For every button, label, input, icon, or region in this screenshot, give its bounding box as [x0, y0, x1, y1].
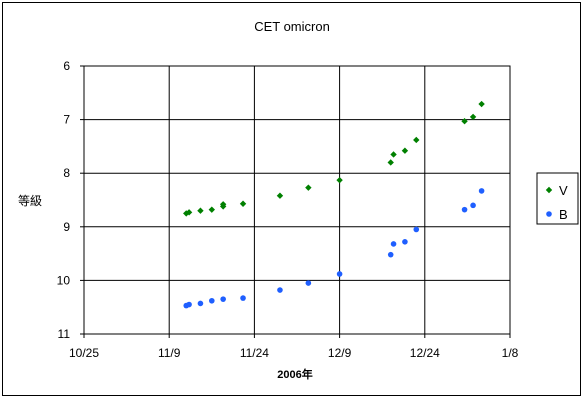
- point-b-13: [461, 206, 468, 213]
- point-v-3: [208, 206, 215, 213]
- x-tick-label: 11/9: [158, 346, 181, 360]
- point-v-7: [276, 192, 284, 199]
- legend: VB: [536, 172, 579, 225]
- point-v-12: [401, 147, 409, 154]
- point-v-6: [239, 200, 247, 207]
- legend-label-v: V: [559, 183, 568, 198]
- y-tick-label: 6: [63, 59, 70, 73]
- point-b-9: [387, 251, 394, 258]
- point-b-11: [402, 239, 408, 245]
- x-tick-label: 12/24: [410, 346, 440, 360]
- point-v-15: [469, 113, 477, 121]
- point-v-11: [390, 151, 397, 158]
- point-b-2: [197, 300, 204, 307]
- y-tick-label: 7: [63, 113, 70, 127]
- point-b-1: [186, 301, 192, 308]
- point-b-6: [277, 287, 283, 293]
- point-v-1: [185, 209, 193, 216]
- plot-area: [83, 65, 511, 335]
- y-axis-label: 等級: [18, 194, 42, 208]
- point-b-3: [209, 297, 215, 304]
- chart-frame: [2, 2, 581, 396]
- legend-box: [536, 172, 579, 225]
- point-b-5: [240, 295, 246, 301]
- point-b-15: [478, 188, 485, 194]
- point-b-8: [336, 271, 343, 277]
- x-axis-label: 2006年: [277, 367, 312, 381]
- y-tick-label: 11: [58, 327, 71, 341]
- x-tick-label: 10/25: [69, 346, 99, 360]
- point-v-5: [219, 201, 227, 208]
- point-b-4: [220, 296, 226, 302]
- legend-marker-v: [545, 186, 553, 194]
- point-v-10: [387, 159, 394, 166]
- gridlines: [83, 65, 511, 335]
- legend-label-b: B: [559, 207, 568, 222]
- point-b-7: [305, 280, 312, 286]
- point-b-12: [413, 226, 420, 233]
- point-b-10: [390, 241, 397, 247]
- point-v-8: [305, 184, 312, 191]
- point-v-13: [413, 136, 420, 144]
- point-b-14: [470, 202, 476, 209]
- legend-marker-b: [546, 211, 552, 217]
- point-v-9: [336, 176, 343, 184]
- data-points: [183, 100, 485, 309]
- point-v-2: [197, 207, 204, 214]
- point-v-16: [478, 100, 485, 108]
- y-tick-label: 8: [63, 166, 70, 180]
- point-v-14: [461, 118, 468, 125]
- x-tick-label: 11/24: [240, 346, 269, 360]
- y-tick-label: 10: [57, 273, 71, 287]
- y-tick-labels: 6 7 8 9 10 11: [57, 59, 84, 341]
- x-tick-label: 12/9: [328, 346, 352, 360]
- x-tick-labels: 10/25 11/9 11/24 12/9 12/24 1/8: [69, 334, 519, 360]
- y-tick-label: 9: [63, 220, 70, 234]
- x-tick-label: 1/8: [502, 346, 519, 360]
- chart-title: CET omicron: [254, 19, 330, 34]
